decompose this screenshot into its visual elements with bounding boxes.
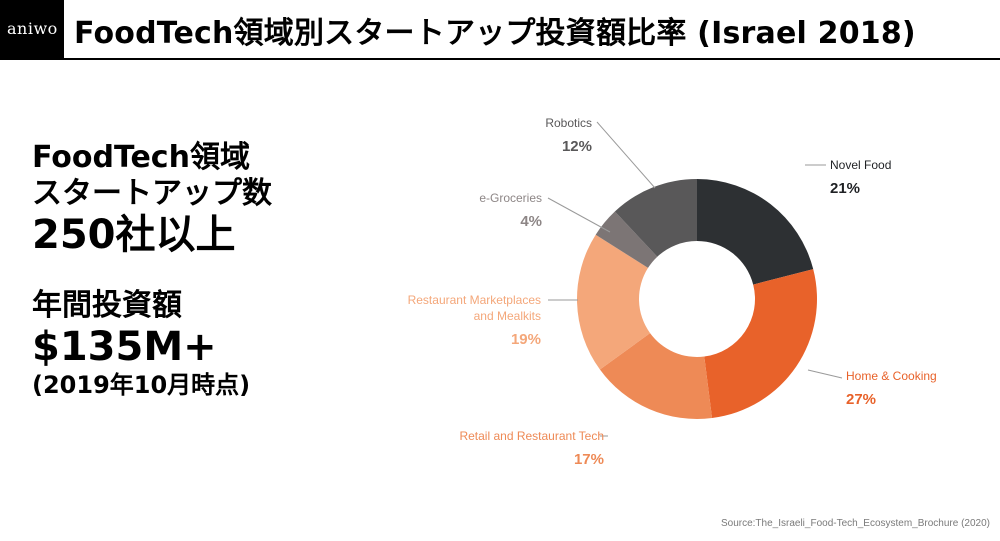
summary-domain-label: FoodTech領域	[32, 140, 250, 175]
donut-labels: Novel Food 21% Home & Cooking 27% Retail and…	[408, 116, 937, 468]
source-citation: Source:The_Israeli_Food-Tech_Ecosystem_B…	[720, 518, 990, 529]
label-home-and-cooking: Home & Cooking	[846, 369, 937, 383]
slice-retail-and-restaurant-tech	[599, 333, 713, 419]
donut-chart: Novel Food 21% Home & Cooking 27% Retail and…	[408, 116, 937, 468]
value-label-restaurant-marketplaces-and-mealkits: 19%	[511, 331, 541, 348]
label-e-groceries: e-Groceries	[479, 191, 542, 205]
logo: aniwo	[0, 0, 64, 58]
value-label-e-groceries: 4%	[520, 213, 542, 230]
leader-line-home-and-cooking	[807, 369, 843, 379]
label-retail-and-restaurant-tech: Retail and Restaurant Tech	[459, 429, 604, 443]
donut-slices	[577, 179, 817, 419]
summary-startup-count-value: 250社以上	[32, 212, 236, 258]
label-restaurant-marketplaces-and-mealkits-line-2: and Mealkits	[474, 309, 541, 323]
logo-text: aniwo	[7, 19, 58, 38]
leader-line-e-groceries	[547, 197, 611, 233]
label-restaurant-marketplaces-and-mealkits-line-1: Restaurant Marketplaces	[408, 293, 541, 307]
value-label-retail-and-restaurant-tech: 17%	[574, 451, 604, 468]
page-title: FoodTech領域別スタートアップ投資額比率 (Israel 2018)	[74, 16, 916, 51]
slice-novel-food	[697, 179, 814, 285]
slice-e-groceries	[595, 211, 658, 268]
leader-line-robotics	[596, 121, 656, 189]
slice-home-and-cooking	[704, 269, 817, 419]
header-bar: aniwo FoodTech領域別スタートアップ投資額比率 (Israel 20…	[0, 0, 1000, 60]
summary-investment-label: 年間投資額	[32, 288, 182, 323]
value-label-home-and-cooking: 27%	[846, 391, 876, 408]
slice-robotics	[614, 179, 697, 257]
value-label-novel-food: 21%	[830, 180, 860, 197]
label-robotics: Robotics	[545, 116, 592, 130]
summary-panel: FoodTech領域 スタートアップ数 250社以上 年間投資額 $135M+ …	[32, 140, 362, 400]
summary-investment-value: $135M+	[32, 324, 217, 370]
summary-startup-count-label: スタートアップ数	[32, 176, 272, 211]
value-label-robotics: 12%	[562, 138, 592, 155]
label-novel-food: Novel Food	[830, 158, 891, 172]
summary-as-of-date: (2019年10月時点)	[32, 371, 251, 399]
slice-restaurant-marketplaces-and-mealkits	[577, 234, 651, 370]
